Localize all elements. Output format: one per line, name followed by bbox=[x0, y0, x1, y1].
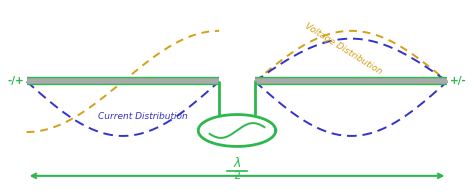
Text: +/-: +/- bbox=[450, 76, 466, 86]
Text: 2: 2 bbox=[233, 171, 241, 181]
Text: Current Distribution: Current Distribution bbox=[98, 112, 187, 121]
Text: -/+: -/+ bbox=[8, 76, 24, 86]
Text: $\lambda$: $\lambda$ bbox=[233, 156, 241, 170]
Text: Voltage Distribution: Voltage Distribution bbox=[303, 21, 383, 76]
